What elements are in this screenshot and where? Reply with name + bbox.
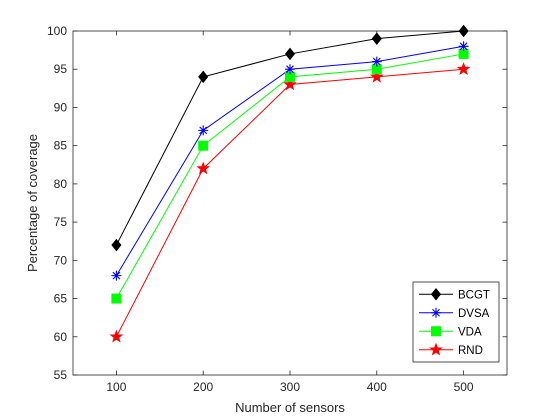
data-point-rnd	[456, 62, 471, 76]
x-tick-label: 200	[193, 380, 213, 394]
data-point-dvsa	[285, 64, 295, 75]
data-point-rnd	[196, 161, 211, 175]
y-tick-label: 70	[54, 253, 68, 267]
series-markers	[109, 24, 471, 343]
legend-marker-bcgt	[430, 287, 442, 301]
ticks	[73, 30, 507, 376]
x-tick-label: 500	[454, 380, 474, 394]
data-point-bcgt	[371, 32, 382, 45]
data-point-bcgt	[284, 47, 296, 61]
y-tick-label: 90	[54, 100, 68, 114]
legend: BCGT DVSA VDA RND	[412, 281, 500, 363]
legend-marker-rnd	[429, 342, 443, 356]
tick-labels: 55 60 65 70 75 80 85 90 95 100 100 200 300 400 500	[47, 24, 474, 394]
data-point-dvsa	[198, 125, 209, 136]
legend-marker-vda	[431, 326, 441, 337]
data-point-rnd	[109, 329, 124, 343]
y-tick-label: 80	[54, 177, 68, 191]
legend-marker-dvsa	[431, 307, 441, 318]
legend-box	[412, 281, 500, 363]
legend-label-dvsa: DVSA	[458, 308, 490, 320]
y-tick-label: 75	[54, 215, 68, 229]
x-tick-label: 100	[106, 380, 126, 394]
data-point-dvsa	[111, 270, 122, 281]
x-axis-title: Number of sensors	[235, 400, 345, 415]
y-tick-label: 95	[54, 62, 68, 76]
x-tick-label: 400	[367, 380, 387, 394]
legend-label-rnd: RND	[458, 345, 483, 357]
data-point-vda	[198, 140, 209, 151]
data-point-vda	[111, 293, 122, 304]
y-tick-label: 85	[54, 139, 68, 153]
data-point-bcgt	[198, 70, 209, 84]
legend-label-bcgt: BCGT	[458, 289, 490, 301]
y-axis-title: Percentage of coverage	[25, 134, 40, 272]
data-point-rnd	[369, 69, 384, 83]
y-tick-label: 65	[54, 292, 68, 306]
legend-label-vda: VDA	[458, 326, 482, 338]
data-point-rnd	[283, 77, 297, 91]
data-point-bcgt	[111, 238, 122, 252]
y-tick-label: 55	[54, 368, 68, 382]
y-tick-label: 60	[54, 330, 68, 344]
data-point-dvsa	[371, 56, 382, 67]
x-tick-label: 300	[280, 380, 300, 394]
data-point-bcgt	[458, 24, 469, 38]
y-tick-label: 100	[47, 24, 67, 38]
data-point-dvsa	[458, 41, 469, 52]
